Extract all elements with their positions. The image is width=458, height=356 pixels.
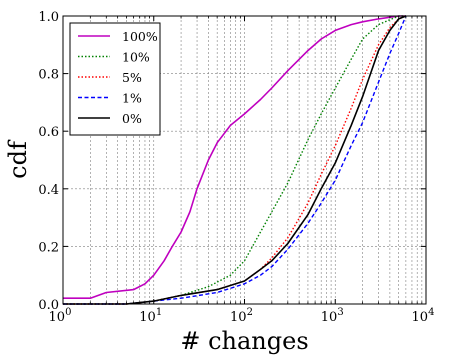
x-axis-label: # changes	[180, 327, 308, 355]
x-tick-label: 102	[230, 307, 253, 325]
y-axis-label: cdf	[4, 139, 32, 179]
series-line-0pct	[63, 15, 407, 305]
legend-label: 0%	[122, 111, 142, 126]
x-tick-label: 104	[412, 307, 435, 325]
y-tick-label: 0.8	[38, 68, 59, 83]
y-tick-label: 0.0	[38, 298, 59, 313]
series-line-5pct	[63, 15, 407, 305]
legend-box	[69, 22, 161, 136]
series-lines	[63, 15, 407, 305]
legend-label: 5%	[122, 70, 142, 85]
y-tick-label: 0.4	[38, 183, 59, 198]
x-tick-label: 103	[321, 307, 344, 325]
legend-label: 1%	[122, 91, 142, 106]
y-tick-label: 0.2	[38, 240, 59, 255]
series-line-1pct	[63, 15, 407, 305]
y-tick-label: 1.0	[38, 10, 59, 25]
legend: 100% 10% 5% 1% 0%	[69, 22, 161, 136]
series-line-100pct	[63, 15, 406, 299]
legend-label: 10%	[122, 50, 150, 65]
x-tick-label: 101	[139, 307, 162, 325]
y-tick-label: 0.6	[38, 125, 59, 140]
legend-label: 100%	[122, 29, 158, 44]
